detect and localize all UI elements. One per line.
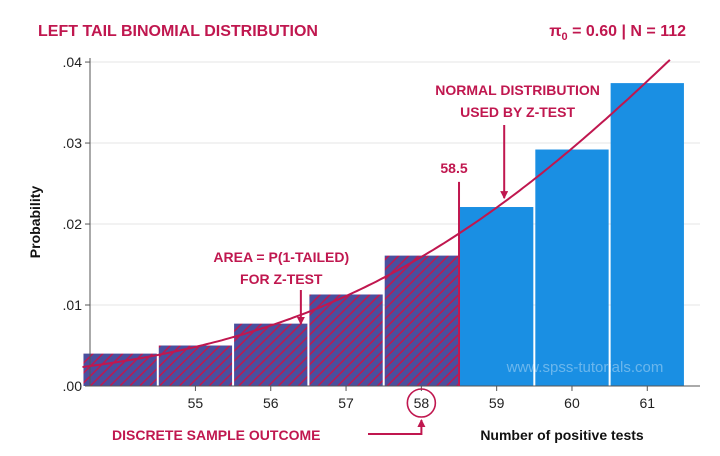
bar-54 [83,353,157,386]
y-axis-label: Probability [27,186,43,259]
y-tick-label: .02 [63,216,83,232]
discrete-annotation-arrow [368,419,426,435]
bar-59 [460,207,534,386]
x-tick-label: 60 [564,395,580,411]
annotations: NORMAL DISTRIBUTION USED BY Z-TEST AREA … [112,82,600,443]
normal-annotation-line1: NORMAL DISTRIBUTION [435,82,600,98]
normal-annotation-line2: USED BY Z-TEST [460,104,575,120]
y-tick-label: .04 [63,54,83,70]
x-tick-label: 61 [639,395,655,411]
x-tick-label: 59 [489,395,505,411]
x-tick-label: 58 [414,395,430,411]
chart-title: LEFT TAIL BINOMIAL DISTRIBUTION [38,23,318,40]
area-annotation-line2: FOR Z-TEST [240,271,323,287]
y-axis: .00 .01 .02 .03 .04 [63,54,91,394]
chart-subtitle: π0 = 0.60 | N = 112 [549,23,686,43]
bars [83,83,684,386]
x-tick-label: 55 [188,395,204,411]
discrete-annotation: DISCRETE SAMPLE OUTCOME [112,427,320,443]
x-axis-label: Number of positive tests [480,427,644,443]
bar-60 [535,149,609,386]
y-tick-label: .01 [63,297,83,313]
area-annotation-line1: AREA = P(1-TAILED) [213,249,349,265]
cutoff-label: 58.5 [440,160,467,176]
bar-57 [309,294,383,386]
y-tick-label: .00 [63,378,83,394]
bar-61 [610,83,684,386]
x-tick-label: 57 [338,395,354,411]
x-tick-label: 56 [263,395,279,411]
normal-curve [82,59,671,368]
x-axis: 55 56 57 58 59 60 61 [90,385,700,411]
watermark: www.spss-tutorials.com [506,359,664,376]
bar-58 [384,255,459,386]
highlight-circle [406,388,437,418]
y-tick-label: .03 [63,135,83,151]
